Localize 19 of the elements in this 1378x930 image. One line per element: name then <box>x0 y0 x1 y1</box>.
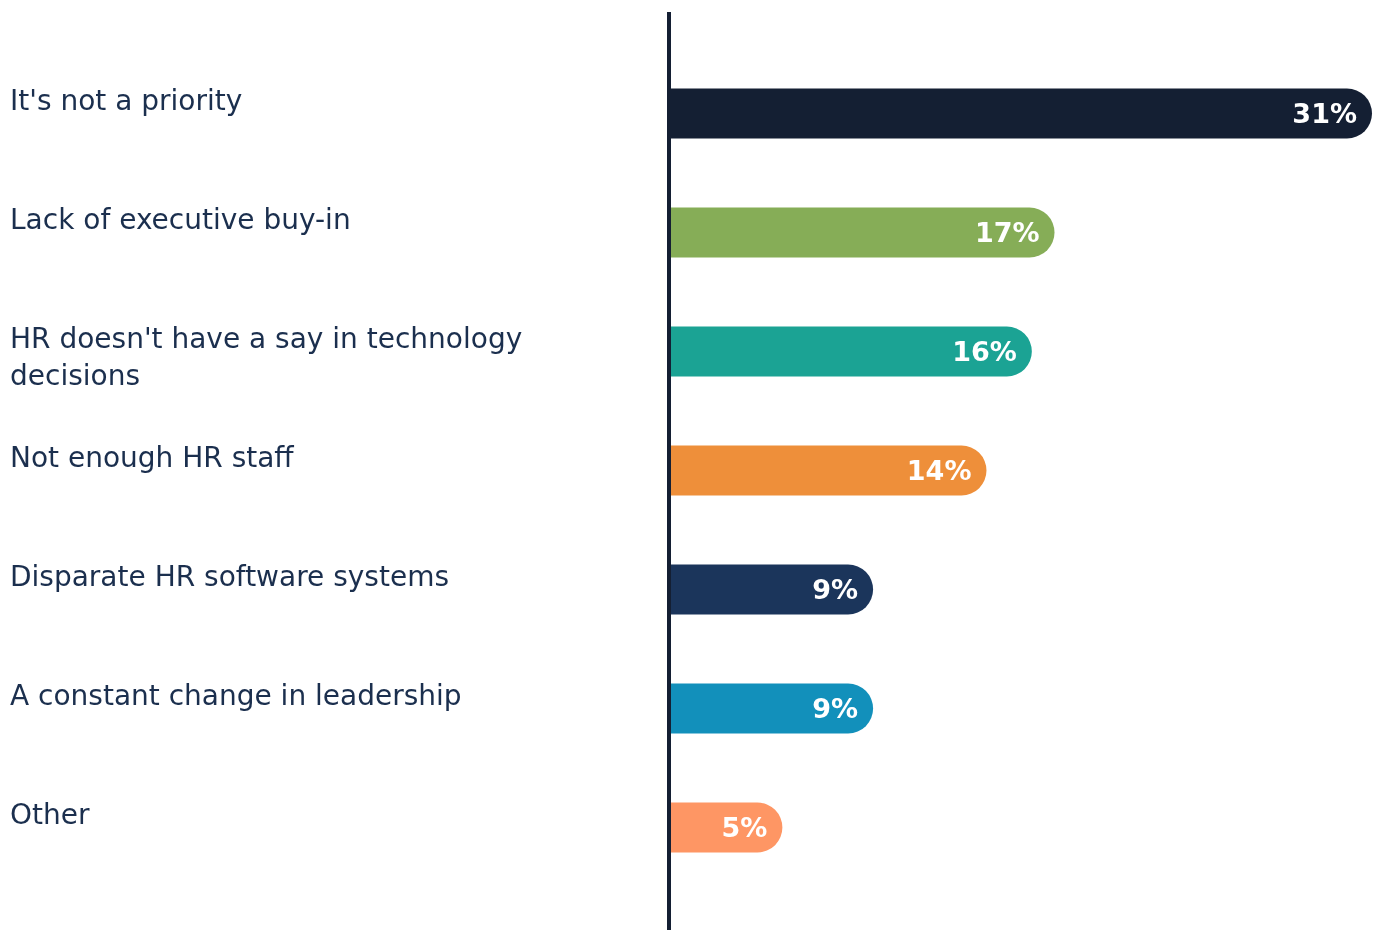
data-label: 9% <box>812 693 859 725</box>
bar <box>669 207 1055 258</box>
data-label: 9% <box>812 574 859 606</box>
y-tick-label: HR doesn't have a say in technology decisions <box>10 321 523 393</box>
bar <box>669 445 987 496</box>
data-label: 17% <box>974 217 1040 249</box>
data-label: 16% <box>952 336 1017 368</box>
bar <box>669 326 1032 377</box>
y-tick-label: Disparate HR software systems <box>10 559 450 593</box>
bar <box>669 683 874 734</box>
y-tick-label: Not enough HR staff <box>10 440 295 474</box>
data-label: 5% <box>721 812 768 844</box>
bar <box>669 564 874 615</box>
data-label: 31% <box>1292 98 1357 130</box>
y-tick-label: A constant change in leadership <box>10 678 462 712</box>
data-label: 14% <box>906 455 972 487</box>
y-tick-label: It's not a priority <box>10 83 243 117</box>
y-tick-label: Other <box>10 797 90 831</box>
y-tick-label: Lack of executive buy-in <box>10 202 351 236</box>
